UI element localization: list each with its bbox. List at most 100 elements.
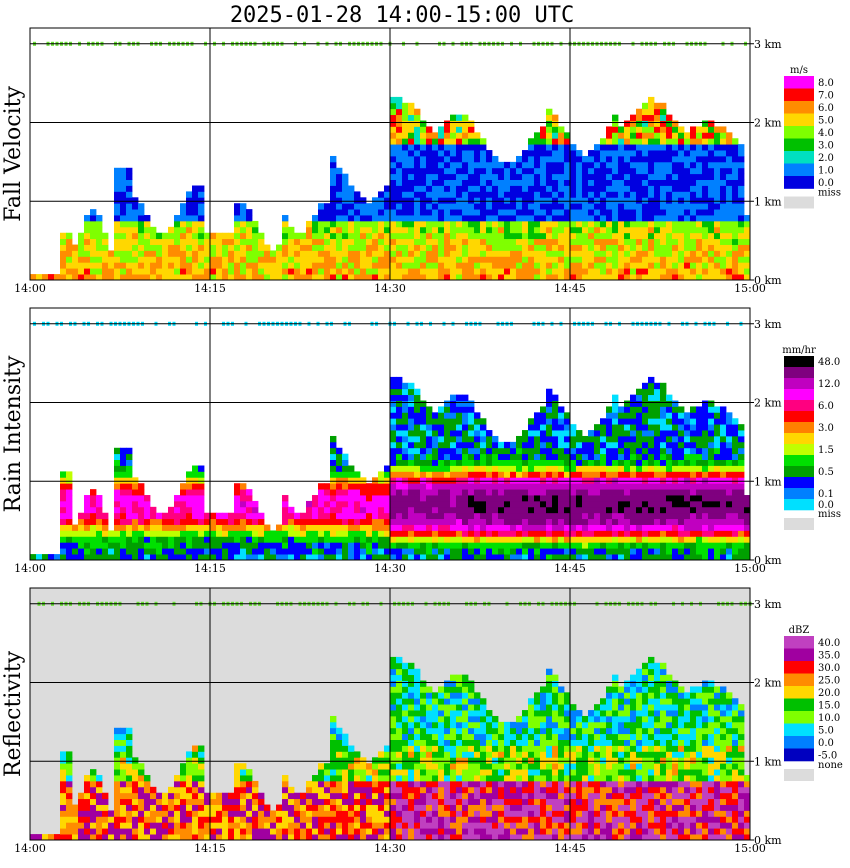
heatmap-cell: [132, 775, 139, 782]
heatmap-cell: [558, 126, 565, 133]
heatmap-cell: [468, 459, 475, 466]
heatmap-cell: [648, 244, 655, 251]
heatmap-cell: [456, 435, 463, 443]
heatmap-cell: [744, 495, 751, 502]
heatmap-cell: [450, 518, 457, 525]
heatmap-cell: [114, 495, 121, 502]
heatmap-cell: [522, 262, 529, 269]
heatmap-cell: [582, 167, 589, 175]
heatmap-cell: [648, 406, 655, 413]
heatmap-cell: [444, 477, 451, 484]
heatmap-cell: [534, 209, 541, 216]
heatmap-cell: [582, 161, 589, 169]
heatmap-cell: [642, 536, 649, 543]
heatmap-cell: [600, 424, 607, 431]
heatmap-cell: [504, 459, 511, 466]
heatmap-cell: [624, 412, 631, 419]
heatmap-cell: [744, 542, 751, 549]
heatmap-cell: [402, 483, 409, 490]
heatmap-cell: [84, 512, 91, 520]
heatmap-cell: [132, 244, 139, 251]
heatmap-cell: [684, 506, 691, 514]
heatmap-cell: [288, 226, 295, 234]
heatmap-cell: [66, 542, 73, 549]
heatmap-cell: [366, 483, 373, 490]
heatmap-cell: [300, 524, 307, 531]
heatmap-cell: [606, 412, 613, 419]
heatmap-cell: [132, 500, 139, 508]
heatmap-cell: [606, 144, 613, 151]
heatmap-cell: [330, 262, 337, 269]
heatmap-cell: [414, 489, 421, 496]
heatmap-cell: [396, 447, 403, 455]
heatmap-cell: [318, 220, 325, 228]
heatmap-cell: [624, 179, 631, 186]
heatmap-cell: [168, 554, 175, 561]
heatmap-cell: [528, 512, 535, 520]
heatmap-cell: [522, 518, 529, 525]
heatmap-cell: [222, 232, 229, 240]
heatmap-cell: [378, 477, 385, 484]
heatmap-cell: [570, 495, 577, 502]
heatmap-cell: [408, 495, 415, 502]
heatmap-cell: [90, 256, 97, 263]
heatmap-cell: [120, 536, 127, 543]
heatmap-cell: [120, 798, 127, 805]
heatmap-cell: [738, 144, 745, 151]
heatmap-cell: [324, 542, 331, 549]
heatmap-cell: [492, 161, 499, 169]
heatmap-cell: [660, 155, 667, 163]
heatmap-cell: [702, 477, 709, 484]
heatmap-cell: [288, 548, 295, 555]
heatmap-cell: [252, 554, 259, 561]
heatmap-cell: [90, 822, 97, 829]
heatmap-cell: [156, 256, 163, 263]
heatmap-cell: [60, 500, 67, 508]
heatmap-cell: [564, 173, 571, 180]
heatmap-cell: [558, 471, 565, 478]
heatmap-cell: [660, 185, 667, 192]
heatmap-cell: [444, 244, 451, 251]
heatmap-cell: [300, 268, 307, 275]
heatmap-cell: [534, 506, 541, 514]
heatmap-cell: [648, 155, 655, 163]
heatmap-cell: [654, 197, 661, 204]
heatmap-cell: [462, 441, 469, 449]
heatmap-cell: [648, 459, 655, 466]
heatmap-cell: [180, 548, 187, 555]
heatmap-cell: [402, 435, 409, 443]
heatmap-cell: [558, 179, 565, 186]
heatmap-cell: [654, 274, 661, 281]
heatmap-cell: [540, 274, 547, 281]
heatmap-cell: [234, 506, 241, 514]
heatmap-cell: [348, 215, 355, 222]
heatmap-cell: [678, 524, 685, 531]
heatmap-cell: [300, 542, 307, 549]
heatmap-cell: [126, 173, 133, 180]
heatmap-cell: [174, 548, 181, 555]
heatmap-cell: [714, 412, 721, 419]
heatmap-cell: [138, 775, 145, 782]
heatmap-cell: [660, 167, 667, 175]
heatmap-cell: [186, 769, 193, 776]
heatmap-cell: [420, 465, 427, 472]
heatmap-cell: [744, 536, 751, 543]
heatmap-cell: [630, 150, 637, 157]
heatmap-cell: [540, 173, 547, 180]
heatmap-cell: [426, 406, 433, 413]
heatmap-cell: [162, 554, 169, 561]
heatmap-cell: [372, 483, 379, 490]
heatmap-cell: [492, 453, 499, 460]
heatmap-cell: [672, 548, 679, 555]
heatmap-cell: [558, 536, 565, 543]
heatmap-cell: [90, 232, 97, 240]
heatmap-cell: [678, 483, 685, 490]
heatmap-cell: [426, 197, 433, 204]
heatmap-cell: [102, 548, 109, 555]
heatmap-cell: [84, 268, 91, 275]
heatmap-cell: [666, 144, 673, 151]
heatmap-cell: [96, 822, 103, 829]
heatmap-cell: [558, 554, 565, 561]
heatmap-cell: [480, 250, 487, 257]
heatmap-cell: [672, 161, 679, 169]
